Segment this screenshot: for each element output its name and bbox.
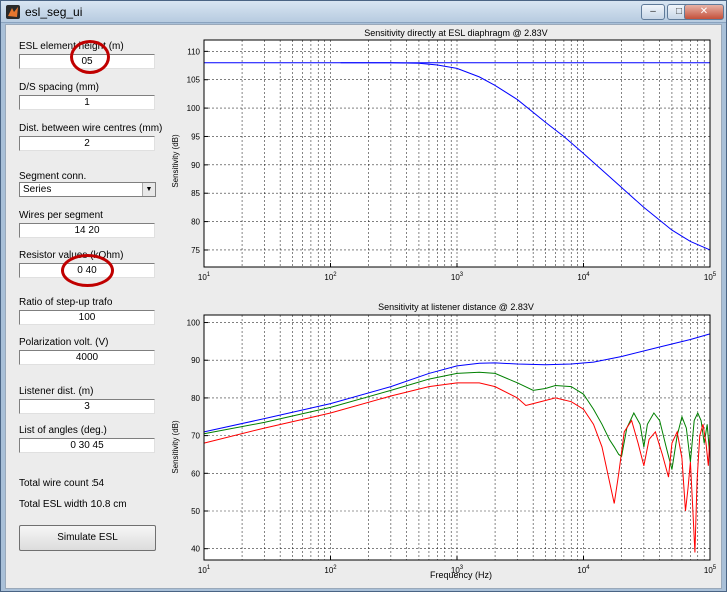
figure-client-area: ESL element height (m) 05 D/S spacing (m… bbox=[5, 24, 722, 589]
segment-conn-label: Segment conn. bbox=[19, 171, 87, 182]
top-axes[interactable]: Sensitivity directly at ESL diaphragm @ … bbox=[171, 28, 717, 282]
angles-input[interactable]: 0 30 45 bbox=[19, 438, 155, 453]
bottom-axes-title: Sensitivity at listener distance @ 2.83V bbox=[378, 302, 534, 312]
bottom-xtick-label: 104 bbox=[577, 565, 590, 575]
top-xtick-label: 102 bbox=[324, 272, 337, 282]
top-ytick-label: 95 bbox=[191, 132, 200, 141]
resistor-input[interactable]: 0 40 bbox=[19, 263, 155, 278]
plots-canvas: Sensitivity directly at ESL diaphragm @ … bbox=[171, 28, 717, 580]
bottom-series-line-0 bbox=[203, 333, 711, 433]
bottom-ytick-label: 50 bbox=[191, 507, 200, 516]
ds-spacing-input[interactable]: 1 bbox=[19, 95, 155, 110]
bottom-ytick-label: 40 bbox=[191, 545, 200, 554]
listener-dist-input[interactable]: 3 bbox=[19, 399, 155, 414]
top-xtick-label: 101 bbox=[198, 272, 211, 282]
bottom-ytick-label: 60 bbox=[191, 469, 200, 478]
segment-conn-value: Series bbox=[23, 184, 52, 195]
matlab-icon bbox=[6, 5, 20, 19]
wire-distance-label: Dist. between wire centres (mm) bbox=[19, 123, 163, 134]
top-ytick-label: 110 bbox=[187, 47, 200, 56]
top-grid bbox=[203, 40, 710, 267]
bottom-series-line-1 bbox=[203, 371, 711, 470]
top-ytick-label: 90 bbox=[191, 161, 200, 170]
top-ytick-label: 75 bbox=[191, 246, 200, 255]
top-ytick-label: 105 bbox=[187, 76, 201, 85]
listener-dist-label: Listener dist. (m) bbox=[19, 386, 94, 397]
total-esl-width-value: 10.8 cm bbox=[91, 499, 127, 510]
bottom-axes-ylabel: Sensitivity (dB) bbox=[171, 420, 180, 474]
polarization-label: Polarization volt. (V) bbox=[19, 337, 109, 348]
top-series-line-1 bbox=[340, 62, 711, 251]
bottom-series-line-2 bbox=[203, 382, 711, 553]
simulate-esl-button[interactable]: Simulate ESL bbox=[19, 525, 156, 551]
bottom-axes-xlabel: Frequency (Hz) bbox=[430, 570, 492, 580]
bottom-ytick-label: 100 bbox=[187, 319, 201, 328]
top-ytick-label: 100 bbox=[187, 104, 201, 113]
top-xtick-label: 105 bbox=[704, 272, 717, 282]
trafo-ratio-input[interactable]: 100 bbox=[19, 310, 155, 325]
total-esl-width-label: Total ESL width : bbox=[19, 499, 94, 510]
bottom-ytick-label: 90 bbox=[191, 356, 200, 365]
minimize-icon[interactable]: – bbox=[641, 4, 665, 20]
window-title: esl_seg_ui bbox=[25, 5, 83, 19]
bottom-xtick-label: 103 bbox=[451, 565, 464, 575]
total-wire-count-label: Total wire count : bbox=[19, 478, 95, 489]
wires-per-segment-input[interactable]: 14 20 bbox=[19, 223, 155, 238]
bottom-xtick-label: 101 bbox=[198, 565, 211, 575]
bottom-xtick-label: 105 bbox=[704, 565, 717, 575]
bottom-xtick-label: 102 bbox=[324, 565, 337, 575]
ds-spacing-label: D/S spacing (mm) bbox=[19, 82, 100, 93]
bottom-axes[interactable]: Sensitivity at listener distance @ 2.83V… bbox=[171, 302, 717, 580]
chevron-down-icon[interactable]: ▼ bbox=[142, 183, 155, 196]
top-ytick-label: 85 bbox=[191, 189, 200, 198]
top-axes-title: Sensitivity directly at ESL diaphragm @ … bbox=[364, 28, 547, 38]
total-wire-count-value: 54 bbox=[93, 478, 105, 489]
polarization-input[interactable]: 4000 bbox=[19, 350, 155, 365]
top-axes-ylabel: Sensitivity (dB) bbox=[171, 134, 180, 188]
top-xtick-label: 103 bbox=[451, 272, 464, 282]
top-xtick-label: 104 bbox=[577, 272, 590, 282]
title-bar[interactable]: esl_seg_ui – □ ✕ bbox=[1, 1, 726, 23]
bottom-ytick-label: 80 bbox=[191, 394, 200, 403]
angles-label: List of angles (deg.) bbox=[19, 425, 107, 436]
close-icon[interactable]: ✕ bbox=[684, 4, 724, 20]
wires-per-segment-label: Wires per segment bbox=[19, 210, 103, 221]
bottom-grid bbox=[203, 315, 710, 560]
trafo-ratio-label: Ratio of step-up trafo bbox=[19, 297, 113, 308]
esl-height-input[interactable]: 05 bbox=[19, 54, 155, 69]
wire-distance-input[interactable]: 2 bbox=[19, 136, 155, 151]
segment-conn-select[interactable]: Series ▼ bbox=[19, 182, 156, 197]
top-ytick-label: 80 bbox=[191, 218, 200, 227]
bottom-ytick-label: 70 bbox=[191, 432, 200, 441]
